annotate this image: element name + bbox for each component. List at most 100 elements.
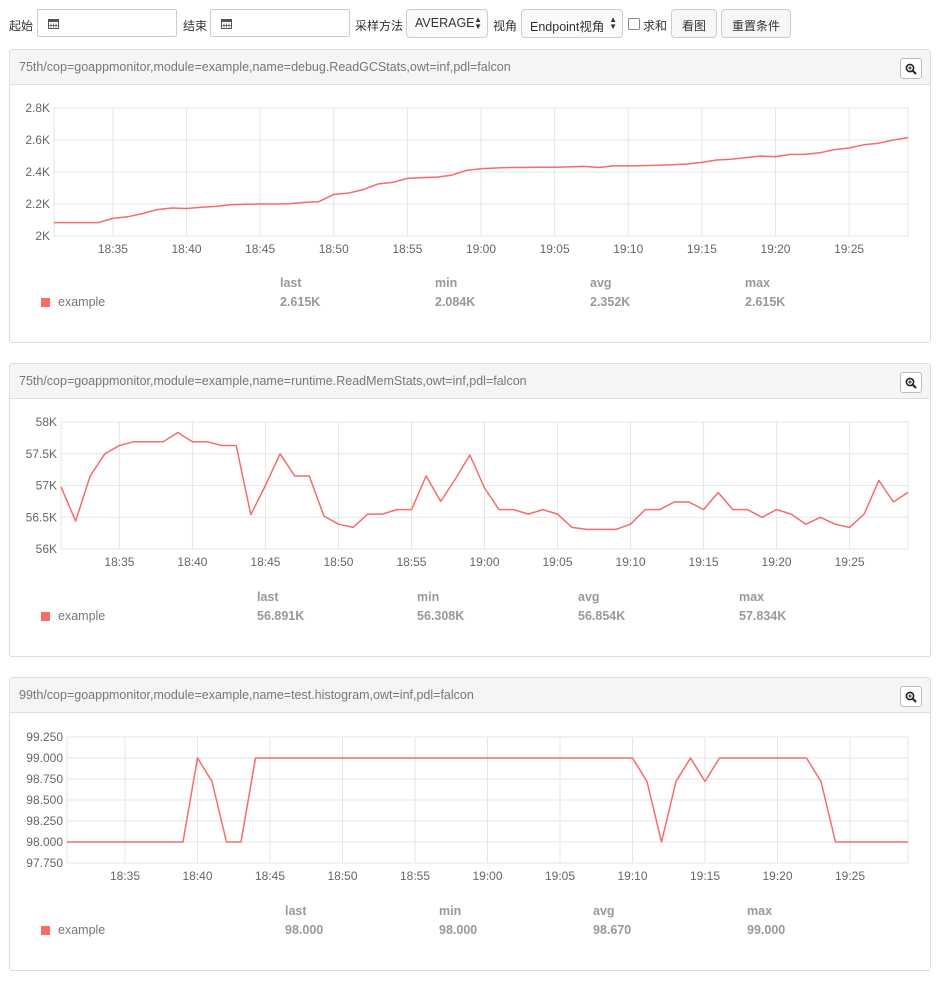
x-tick-label: 18:40 — [172, 242, 202, 256]
panel-title: 75th/cop=goappmonitor,module=example,nam… — [19, 60, 511, 74]
x-tick-label: 19:05 — [545, 869, 575, 883]
panel-header: 99th/cop=goappmonitor,module=example,nam… — [10, 678, 930, 713]
series-name: example — [58, 923, 106, 937]
end-label: 结束 — [183, 19, 208, 33]
x-tick-label: 19:25 — [834, 242, 864, 256]
x-tick-label: 19:00 — [466, 242, 496, 256]
stat-header-max: max — [745, 276, 771, 290]
panel-title: 75th/cop=goappmonitor,module=example,nam… — [19, 374, 527, 388]
y-tick-label: 99.250 — [26, 730, 63, 744]
y-tick-label: 56K — [36, 542, 57, 556]
y-tick-label: 2.8K — [25, 101, 50, 115]
y-tick-label: 98.500 — [26, 793, 63, 807]
series-name: example — [58, 295, 106, 309]
stat-last: 2.615K — [280, 295, 321, 309]
x-tick-label: 18:35 — [110, 869, 140, 883]
series-line-example — [60, 431, 909, 531]
stat-avg: 56.854K — [578, 609, 626, 623]
y-tick-label: 58K — [36, 415, 57, 429]
y-tick-label: 98.000 — [26, 835, 63, 849]
stat-max: 2.615K — [745, 295, 786, 309]
series-name: example — [58, 609, 106, 623]
stat-header-last: last — [280, 276, 302, 290]
zoom-button[interactable] — [900, 686, 922, 707]
zoom-button[interactable] — [900, 58, 922, 79]
x-tick-label: 19:10 — [616, 555, 646, 569]
y-tick-label: 57.5K — [26, 447, 57, 461]
sample-method-select[interactable]: AVERAGE ▲ ▼ — [406, 9, 488, 38]
zoom-icon — [905, 691, 917, 703]
y-tick-label: 2.6K — [25, 133, 50, 147]
stat-min: 98.000 — [439, 923, 478, 937]
zoom-icon — [905, 63, 917, 75]
y-tick-label: 98.250 — [26, 814, 63, 828]
y-tick-label: 2.2K — [25, 197, 50, 211]
x-tick-label: 18:35 — [98, 242, 128, 256]
line-chart: 97.750 98.000 98.250 98.500 98.750 99.000 99.2… — [26, 730, 909, 883]
stat-header-avg: avg — [578, 590, 600, 604]
reset-conditions-button[interactable]: 重置条件 — [721, 9, 791, 38]
stat-header-last: last — [257, 590, 279, 604]
x-tick-label: 18:50 — [327, 869, 357, 883]
stat-max: 99.000 — [747, 923, 786, 937]
panel-header: 75th/cop=goappmonitor,module=example,nam… — [10, 50, 930, 85]
sum-label: 求和 — [643, 19, 668, 33]
chart-panel-histogram: 99th/cop=goappmonitor,module=example,nam… — [9, 677, 931, 971]
y-tick-label: 97.750 — [26, 856, 63, 870]
view-chart-button[interactable]: 看图 — [671, 9, 717, 38]
view-select[interactable]: Endpoint视角 ▲ ▼ — [521, 9, 623, 38]
stat-min: 56.308K — [417, 609, 465, 623]
x-tick-label: 19:00 — [472, 869, 502, 883]
stat-max: 57.834K — [739, 609, 787, 623]
x-tick-label: 19:20 — [760, 242, 790, 256]
stat-header-min: min — [435, 276, 458, 290]
y-tick-label: 56.5K — [26, 510, 57, 524]
x-tick-label: 19:10 — [613, 242, 643, 256]
y-tick-label: 2.4K — [25, 165, 50, 179]
y-tick-label: 2K — [35, 229, 50, 243]
zoom-button[interactable] — [900, 372, 922, 393]
chart-panel-gcstats: 75th/cop=goappmonitor,module=example,nam… — [9, 49, 931, 343]
y-tick-label: 57K — [36, 479, 57, 493]
x-tick-label: 18:45 — [245, 242, 275, 256]
series-line-example — [67, 757, 908, 843]
stat-min: 2.084K — [435, 295, 476, 309]
x-tick-label: 19:05 — [540, 242, 570, 256]
series-color-swatch — [41, 612, 50, 621]
stat-header-avg: avg — [593, 904, 615, 918]
start-date-input[interactable] — [37, 9, 177, 37]
start-label: 起始 — [9, 19, 34, 33]
series-line-example — [54, 136, 909, 224]
stat-header-avg: avg — [590, 276, 612, 290]
line-chart: 2K 2.2K 2.4K 2.6K 2.8K 18:35 18:40 18:45 18:50 18… — [25, 101, 909, 256]
y-tick-label: 98.750 — [26, 772, 63, 786]
zoom-icon — [905, 377, 917, 389]
stat-avg: 98.670 — [593, 923, 632, 937]
x-tick-label: 19:20 — [762, 869, 792, 883]
x-tick-label: 18:40 — [177, 555, 207, 569]
sample-method-value: AVERAGE — [415, 16, 475, 30]
panel-title: 99th/cop=goappmonitor,module=example,nam… — [19, 688, 474, 702]
stat-header-max: max — [747, 904, 773, 918]
x-tick-label: 18:50 — [323, 555, 353, 569]
stat-header-max: max — [739, 590, 765, 604]
x-tick-label: 18:55 — [392, 242, 422, 256]
x-tick-label: 19:15 — [687, 242, 717, 256]
stat-header-min: min — [439, 904, 462, 918]
stat-header-min: min — [417, 590, 440, 604]
series-color-swatch — [41, 298, 50, 307]
x-tick-label: 19:15 — [689, 555, 719, 569]
x-tick-label: 18:55 — [400, 869, 430, 883]
view-label: 视角 — [493, 19, 518, 33]
x-tick-label: 19:25 — [835, 869, 865, 883]
view-value: Endpoint视角 — [530, 20, 605, 34]
end-date-input[interactable] — [210, 9, 350, 37]
select-arrows-icon: ▲ ▼ — [474, 15, 482, 31]
panel-header: 75th/cop=goappmonitor,module=example,nam… — [10, 364, 930, 399]
stat-header-last: last — [285, 904, 307, 918]
stat-avg: 2.352K — [590, 295, 631, 309]
x-tick-label: 18:40 — [182, 869, 212, 883]
x-tick-label: 19:25 — [835, 555, 865, 569]
x-tick-label: 18:55 — [396, 555, 426, 569]
sum-checkbox[interactable] — [628, 18, 640, 30]
